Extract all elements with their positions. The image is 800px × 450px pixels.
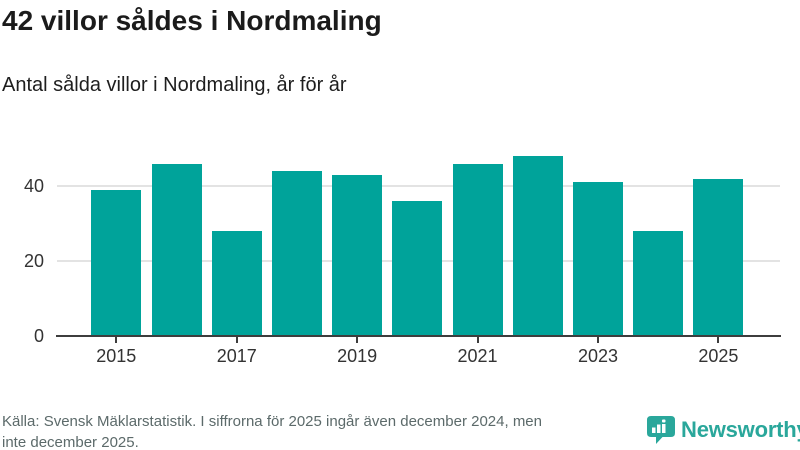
bar-2016 (151, 163, 202, 336)
x-tick-mark-2021 (476, 337, 479, 343)
y-tick-label-40: 40 (23, 176, 44, 196)
bar-2018 (271, 171, 322, 336)
chart-subtitle: Antal sålda villor i Nordmaling, år för … (2, 74, 347, 96)
page-title: 42 villor såldes i Nordmaling (2, 5, 382, 36)
x-tick-mark-2025 (717, 337, 720, 343)
source-line-2: inte december 2025. (2, 434, 139, 450)
gridline-y-40 (57, 185, 780, 187)
bar-2025 (693, 178, 744, 336)
x-tick-label-2025: 2025 (698, 346, 739, 366)
bar-2015 (91, 189, 142, 336)
x-tick-mark-2023 (596, 337, 599, 343)
y-tick-label-20: 20 (23, 251, 44, 271)
x-tick-label-2021: 2021 (457, 346, 498, 366)
x-tick-mark-2015 (115, 337, 118, 343)
bar-chart-speech-bubble-icon (647, 416, 675, 444)
y-tick-label-0: 0 (33, 326, 44, 346)
x-tick-label-2017: 2017 (216, 346, 257, 366)
bar-2020 (392, 201, 443, 336)
source-text: Källa: Svensk Mäklarstatistik. I siffror… (2, 411, 650, 450)
source-line-1: Källa: Svensk Mäklarstatistik. I siffror… (2, 413, 542, 430)
x-tick-mark-2019 (356, 337, 359, 343)
bar-2019 (332, 174, 383, 336)
x-axis-line (56, 335, 781, 337)
bar-2017 (211, 231, 262, 336)
bar-2022 (512, 156, 563, 336)
bar-2021 (452, 163, 503, 336)
x-tick-mark-2017 (235, 337, 238, 343)
x-tick-label-2019: 2019 (337, 346, 378, 366)
x-tick-label-2015: 2015 (96, 346, 137, 366)
bar-2023 (572, 182, 623, 336)
newsworthy-logo-text: Newsworthy (681, 417, 800, 442)
newsworthy-logo: Newsworthy (647, 416, 800, 444)
x-tick-label-2023: 2023 (577, 346, 618, 366)
bar-2024 (633, 231, 684, 336)
